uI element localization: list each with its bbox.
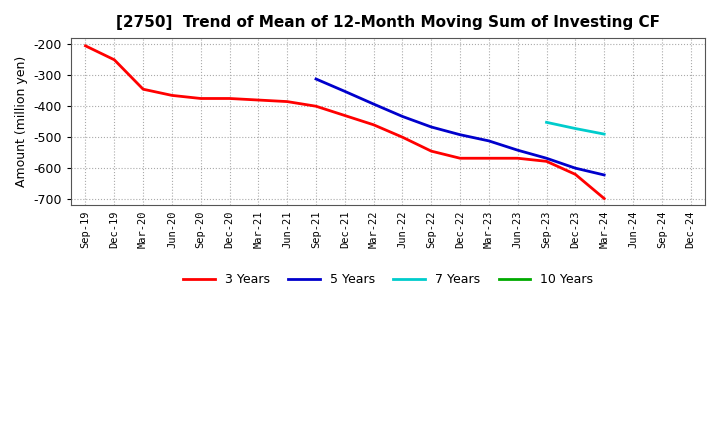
- 3 Years: [542, 159, 551, 164]
- 7 Years: [542, 120, 551, 125]
- 3 Years: [485, 156, 493, 161]
- 3 Years: [283, 99, 292, 104]
- 3 Years: [225, 96, 234, 101]
- 5 Years: [456, 132, 464, 137]
- 3 Years: [369, 122, 378, 128]
- 3 Years: [456, 156, 464, 161]
- 3 Years: [197, 96, 205, 101]
- Line: 7 Years: 7 Years: [546, 122, 604, 134]
- 3 Years: [110, 57, 119, 62]
- 5 Years: [542, 156, 551, 161]
- 5 Years: [369, 102, 378, 107]
- 3 Years: [168, 93, 176, 98]
- Legend: 3 Years, 5 Years, 7 Years, 10 Years: 3 Years, 5 Years, 7 Years, 10 Years: [179, 268, 598, 291]
- 3 Years: [600, 196, 608, 201]
- Title: [2750]  Trend of Mean of 12-Month Moving Sum of Investing CF: [2750] Trend of Mean of 12-Month Moving …: [116, 15, 660, 30]
- 7 Years: [571, 126, 580, 131]
- 3 Years: [254, 97, 263, 103]
- 5 Years: [485, 138, 493, 143]
- 5 Years: [341, 89, 349, 94]
- 3 Years: [427, 148, 436, 154]
- Line: 3 Years: 3 Years: [86, 46, 604, 198]
- 5 Years: [600, 172, 608, 178]
- 5 Years: [398, 114, 407, 119]
- 5 Years: [312, 77, 320, 82]
- 3 Years: [312, 103, 320, 109]
- 5 Years: [513, 147, 522, 153]
- 3 Years: [139, 87, 148, 92]
- 5 Years: [427, 125, 436, 130]
- Line: 5 Years: 5 Years: [316, 79, 604, 175]
- 3 Years: [398, 135, 407, 140]
- 3 Years: [571, 172, 580, 177]
- 7 Years: [600, 132, 608, 137]
- 3 Years: [513, 156, 522, 161]
- 3 Years: [81, 43, 90, 48]
- 3 Years: [341, 113, 349, 118]
- 5 Years: [571, 165, 580, 171]
- Y-axis label: Amount (million yen): Amount (million yen): [15, 56, 28, 187]
